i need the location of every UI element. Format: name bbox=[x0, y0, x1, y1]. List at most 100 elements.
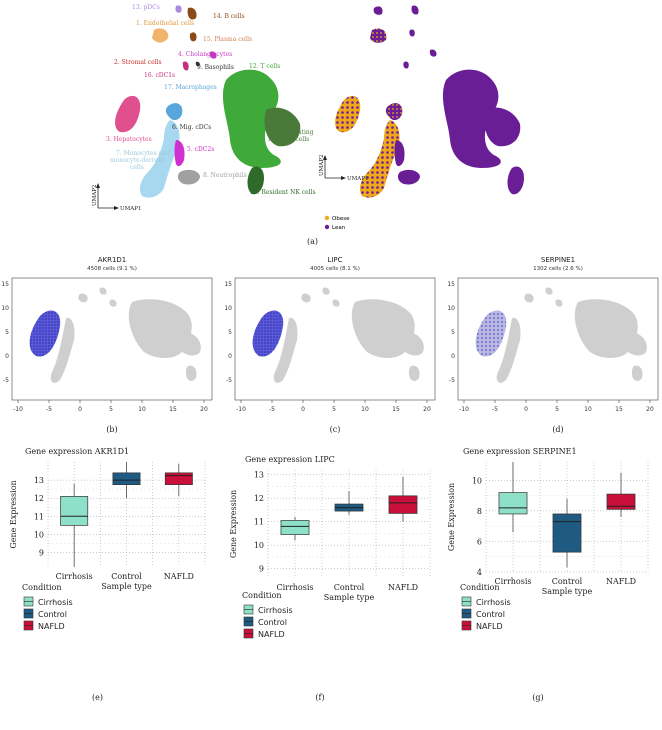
umap1-label: UMAP1 bbox=[120, 206, 141, 212]
panel-label: (b) bbox=[106, 425, 117, 434]
cell-cluster-shape bbox=[273, 317, 298, 383]
box-plot-panels: Gene expression AKR1D1 9 10 11 12 13 Gene Expr… bbox=[9, 447, 649, 702]
gene-panel-lipc: LIPC 4005 cells (8.1 %) 15 10 5 0 -5 -10 -5 0 5 10 1… bbox=[224, 256, 436, 434]
plot-frame bbox=[234, 277, 436, 401]
y-tick-label: 0 bbox=[228, 353, 232, 360]
y-tick-label: 0 bbox=[451, 353, 455, 360]
x-tick-label: 0 bbox=[301, 406, 305, 413]
x-tick-label: NAFLD bbox=[164, 572, 194, 581]
cell-cluster-shape bbox=[109, 299, 117, 307]
chart-title: Gene expression SERPINE1 bbox=[463, 447, 577, 456]
plot-frame bbox=[457, 277, 659, 401]
y-tick-label: 9 bbox=[39, 549, 44, 558]
panel-label-a: (a) bbox=[307, 237, 318, 246]
x-tick-label: 20 bbox=[200, 406, 208, 413]
box-chart-2: Gene expression LIPC 9 10 11 12 13 Gene Expres… bbox=[229, 455, 431, 702]
x-tick-label: -10 bbox=[459, 406, 469, 413]
box-cirrhosis bbox=[60, 496, 89, 526]
cell-cluster-shape bbox=[29, 310, 61, 357]
legend-label: Cirrhosis bbox=[476, 598, 511, 607]
cluster-label-part: 11. Circulating bbox=[268, 129, 314, 136]
y-tick-label: 10 bbox=[34, 530, 44, 539]
cell-cluster-shape bbox=[475, 310, 507, 357]
chart-title: Gene expression LIPC bbox=[245, 455, 335, 464]
y-tick-label: 5 bbox=[5, 329, 9, 336]
x-tick-label: 10 bbox=[361, 406, 369, 413]
plot-frame bbox=[11, 277, 213, 401]
cell-cluster-shape bbox=[524, 293, 534, 303]
cell-cluster-shape bbox=[301, 293, 311, 303]
panel-label: (e) bbox=[92, 693, 103, 702]
x-tick-label: 5 bbox=[555, 406, 559, 413]
x-tick-label: 0 bbox=[78, 406, 82, 413]
x-tick-label: -10 bbox=[13, 406, 23, 413]
gene-title: SERPINE1 bbox=[541, 256, 575, 264]
cluster-label: 12. T cells bbox=[249, 63, 280, 70]
gene-scatter-panels: AKR1D1 4508 cells (9.1 %) 15 10 5 0 -5 -10 -5 0 5 1… bbox=[1, 256, 659, 434]
x-tick-label: 20 bbox=[423, 406, 431, 413]
gene-cells-count: 4508 cells (9.1 %) bbox=[87, 266, 137, 272]
y-tick-label: 13 bbox=[34, 476, 44, 485]
box-chart-1: Gene expression AKR1D1 9 10 11 12 13 Gene Expr… bbox=[9, 447, 206, 702]
legend-label: NAFLD bbox=[476, 622, 503, 631]
y-tick-label: 13 bbox=[254, 471, 264, 480]
cluster-label: 8. Neutrophils bbox=[203, 172, 247, 179]
cell-cluster-shape bbox=[50, 317, 75, 383]
x-tick-label: NAFLD bbox=[388, 583, 418, 592]
y-tick-label: 10 bbox=[224, 305, 232, 312]
x-tick-label: 15 bbox=[392, 406, 400, 413]
box-control bbox=[112, 472, 141, 485]
cell-cluster-shape bbox=[186, 365, 197, 381]
x-tick-label: 15 bbox=[615, 406, 623, 413]
cluster-label-part: 7. Monocytes and bbox=[116, 150, 170, 157]
y-tick-label: -5 bbox=[3, 377, 9, 384]
legend-title: Condition bbox=[242, 591, 282, 600]
x-tick-label: Cirrhosis bbox=[276, 583, 313, 592]
x-tick-label: Control bbox=[552, 577, 583, 586]
y-tick-label: -5 bbox=[449, 377, 455, 384]
umap-clusters bbox=[115, 5, 301, 198]
cluster-label: 7. Monocytes and monocyte-derived cells bbox=[110, 150, 170, 171]
umap-axes-left: UMAP2 UMAP1 bbox=[92, 183, 141, 212]
y-tick-label: 10 bbox=[1, 305, 9, 312]
cell-cluster-shape bbox=[78, 293, 88, 303]
x-tick-label: 5 bbox=[332, 406, 336, 413]
y-tick-label: -5 bbox=[226, 377, 232, 384]
gene-cells-count: 1302 cells (2.6 %) bbox=[533, 266, 583, 272]
y-tick-label: 5 bbox=[228, 329, 232, 336]
cluster-label-part: cells bbox=[130, 164, 144, 171]
box-cirrhosis bbox=[498, 492, 528, 515]
box-chart-3: Gene expression SERPINE1 4 6 8 10 Gene Expres… bbox=[447, 447, 649, 702]
box-nafld bbox=[388, 495, 418, 514]
legend-title: Condition bbox=[460, 583, 500, 592]
x-tick-label: -5 bbox=[492, 406, 498, 413]
panel-label: (d) bbox=[552, 425, 563, 434]
umap1-label: UMAP1 bbox=[347, 176, 368, 182]
cluster-label: 17. Macrophages bbox=[164, 84, 217, 91]
chart-title: Gene expression AKR1D1 bbox=[25, 447, 129, 456]
x-tick-label: Cirrhosis bbox=[494, 577, 531, 586]
cell-cluster-shape bbox=[99, 287, 107, 295]
x-tick-label: Control bbox=[334, 583, 365, 592]
y-tick-label: 15 bbox=[447, 281, 455, 288]
y-tick-label: 15 bbox=[1, 281, 9, 288]
umap2-label: UMAP2 bbox=[319, 155, 325, 176]
x-tick-label: -10 bbox=[236, 406, 246, 413]
x-axis-label: Sample type bbox=[542, 587, 593, 596]
box-nafld bbox=[606, 493, 636, 510]
y-axis-label: Gene Expression bbox=[229, 490, 238, 558]
x-tick-label: -5 bbox=[269, 406, 275, 413]
cluster-label: 15. Plasma cells bbox=[203, 36, 252, 43]
legend-dot-obese bbox=[324, 215, 330, 221]
legend-label: Cirrhosis bbox=[38, 598, 73, 607]
gene-title: LIPC bbox=[327, 256, 342, 264]
cell-cluster-shape bbox=[332, 299, 340, 307]
y-tick-label: 12 bbox=[34, 494, 44, 503]
x-tick-label: 20 bbox=[646, 406, 654, 413]
y-tick-label: 9 bbox=[259, 565, 264, 574]
y-tick-label: 11 bbox=[254, 518, 264, 527]
cluster-label: 5. cDC2s bbox=[187, 146, 214, 153]
condition-legend: Obese Lean bbox=[324, 215, 350, 231]
legend-title: Condition bbox=[22, 583, 62, 592]
